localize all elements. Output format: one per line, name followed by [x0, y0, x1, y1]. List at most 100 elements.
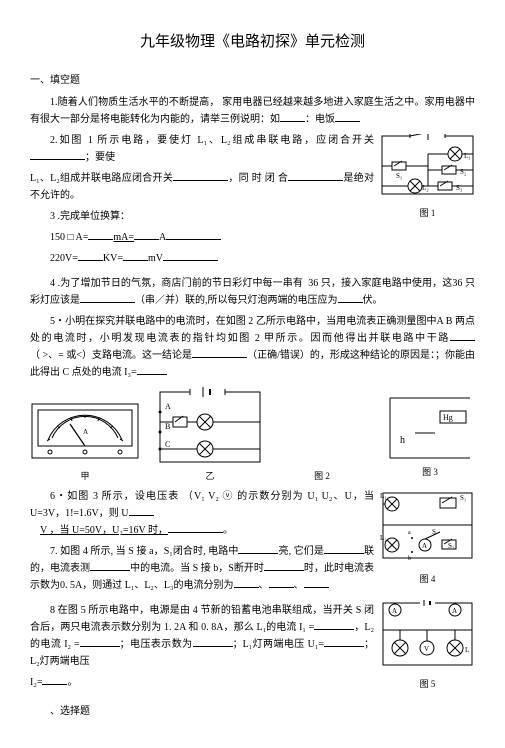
svg-text:L₁: L₁ — [380, 492, 387, 500]
q7b1[interactable] — [238, 543, 278, 554]
q1-blank2[interactable] — [335, 111, 360, 122]
svg-text:S₁: S₁ — [396, 172, 402, 180]
section-fill: 一、填空题 — [30, 71, 475, 86]
q4: 4 .为了增加节日的气氛，商店门前的节日彩灯中每一串有 36 只，接入家庭电路中… — [30, 275, 475, 309]
q8d: ；L₁灯两端电压 U₁= — [233, 639, 324, 650]
q4b1[interactable] — [80, 292, 135, 303]
svg-text:C: C — [165, 440, 170, 449]
q7b: 亮, 它们是 — [278, 546, 324, 557]
q2a: 2.如图 1 所示电路，要使灯 L₁、L₂组成串联电路，应闭合开关 — [50, 135, 374, 146]
svg-text:A: A — [83, 428, 88, 436]
q6a: 6・如图 3 所示，设电压表 （V₁ V₂ ⓥ 的示数分别为 U₁ U₂、U，当… — [30, 491, 374, 519]
svg-text:L₂: L₂ — [380, 534, 387, 542]
q6b1[interactable] — [129, 505, 154, 516]
svg-text:A: A — [392, 607, 397, 615]
q2d: ，同 时 闭 合 — [228, 173, 288, 184]
q7b4[interactable] — [264, 560, 304, 571]
fig1-cap: 图 1 — [380, 206, 475, 219]
q7a: 7. 如图 4 所示, 当 S 接 a，S₁闭合时, 电路中 — [50, 546, 238, 557]
q7b5[interactable] — [234, 577, 259, 588]
svg-text:V: V — [424, 645, 429, 653]
svg-text:S₁: S₁ — [460, 494, 466, 502]
q5b1[interactable] — [450, 330, 475, 341]
q6c: 。 — [223, 525, 233, 536]
svg-text:Hg: Hg — [443, 413, 453, 422]
q5a: 5・小明在探究并联电路中的电流时，在如图 2 乙所示电路中，当用电流表正确测量图… — [30, 316, 475, 344]
q8b5[interactable] — [42, 674, 67, 685]
q3b2[interactable] — [134, 229, 159, 240]
q4e: 伏。 — [363, 295, 383, 306]
q4n: 36 — [308, 278, 318, 289]
q2b: ；要使 — [85, 152, 115, 163]
q5b: 支路电流。这一结论是 — [92, 350, 192, 361]
svg-text:A: A — [452, 607, 457, 615]
fig2-sub1: 甲 — [30, 469, 140, 482]
q1-blank1[interactable] — [280, 111, 305, 122]
q3u1: mA= — [113, 232, 134, 243]
q3u2: A — [159, 232, 166, 243]
q7g: 、 — [259, 580, 269, 591]
section-choice: 、选择题 — [30, 703, 475, 720]
q7b3[interactable] — [90, 560, 130, 571]
fig4-cap: 图 4 — [380, 572, 475, 585]
q6b: V ，当 U=50V，U₂=16V 时， — [40, 525, 168, 536]
q2-b3[interactable] — [288, 170, 343, 181]
q2c: L₁、L₂组成并联电路应闭合开关 — [30, 173, 173, 184]
fig2-sub2: 乙 — [155, 469, 265, 482]
q3b6[interactable] — [163, 250, 218, 261]
svg-text:S₂: S₂ — [460, 168, 467, 176]
q8b4[interactable] — [324, 636, 364, 647]
fig2-circuit: A B C 乙 — [155, 387, 265, 482]
figure3: Hg h 图 3 — [385, 393, 475, 478]
q7f: 0. 5A，则通过 L₁、L₂、L₃的电流分别为 — [60, 580, 234, 591]
svg-text:S₃: S₃ — [456, 184, 463, 192]
q7b2[interactable] — [324, 543, 364, 554]
q8b1[interactable] — [314, 619, 354, 630]
q3-l1: 150 □ A=mA=A — [30, 229, 475, 246]
q1-text: 1.随着人们物质生活水平的不断提高， 家用电器已经越来越多地进入家庭生活之中。家… — [30, 97, 475, 125]
figure4: L₁ S₁ L₂ A ab SS₂ 图 4 — [380, 490, 475, 585]
q5b2[interactable] — [192, 347, 247, 358]
q3b5[interactable] — [123, 250, 148, 261]
q3l2a: 220V= — [50, 253, 78, 264]
svg-text:L₁: L₁ — [464, 152, 471, 160]
svg-text:A: A — [165, 402, 171, 411]
q3b3[interactable] — [166, 229, 221, 240]
svg-text:b: b — [408, 556, 411, 562]
q1-ex: ：电饭 — [305, 114, 335, 125]
fig5-cap: 图 5 — [380, 677, 475, 690]
page-title: 九年级物理《电路初探》单元检测 — [30, 30, 475, 51]
fig3-cap: 图 3 — [385, 465, 475, 478]
q3-l2: 220V= KV= mV — [30, 250, 475, 267]
q3b1[interactable] — [88, 229, 113, 240]
q7d: 中的电流。当 S 接 b，S断开时 — [130, 563, 264, 574]
q4b2[interactable] — [338, 292, 363, 303]
svg-text:A: A — [422, 542, 427, 550]
q4d: （串／并）联的,所以每只灯泡两端的电压应为 — [135, 295, 338, 306]
q8b3[interactable] — [193, 636, 233, 647]
q5rel: （ >、= 或<） — [30, 350, 92, 361]
q7h: 、 — [294, 580, 304, 591]
q7b7[interactable] — [304, 577, 329, 588]
figure1: S₁ L₁ S₂ L₂ S₃ 图 1 — [380, 134, 475, 219]
q6b2[interactable] — [168, 522, 223, 533]
q8c: ；电压表示数为 — [120, 639, 193, 650]
q1: 1.随着人们物质生活水平的不断提高， 家用电器已经越来越多地进入家庭生活之中。家… — [30, 94, 475, 128]
q4b: 只，接入家庭电路中使用，这 — [321, 278, 453, 289]
svg-text:a: a — [408, 530, 411, 536]
q3u4: mV — [148, 253, 163, 264]
q3b4[interactable] — [78, 250, 103, 261]
q5b3[interactable] — [137, 364, 167, 375]
svg-text:B: B — [165, 422, 170, 431]
q3u3: KV= — [103, 253, 123, 264]
figure5: A A V L 图 5 — [380, 600, 475, 690]
q8b2[interactable] — [80, 636, 120, 647]
q2-b2[interactable] — [173, 170, 228, 181]
fig2-cap: 图 2 — [280, 469, 364, 482]
svg-text:h: h — [400, 435, 405, 446]
q2-b1[interactable] — [30, 149, 85, 160]
q7b6[interactable] — [269, 577, 294, 588]
fig2-meter: A 甲 — [30, 402, 140, 482]
svg-text:L: L — [465, 646, 469, 654]
q5: 5・小明在探究并联电路中的电流时，在如图 2 乙所示电路中，当用电流表正确测量图… — [30, 313, 475, 381]
